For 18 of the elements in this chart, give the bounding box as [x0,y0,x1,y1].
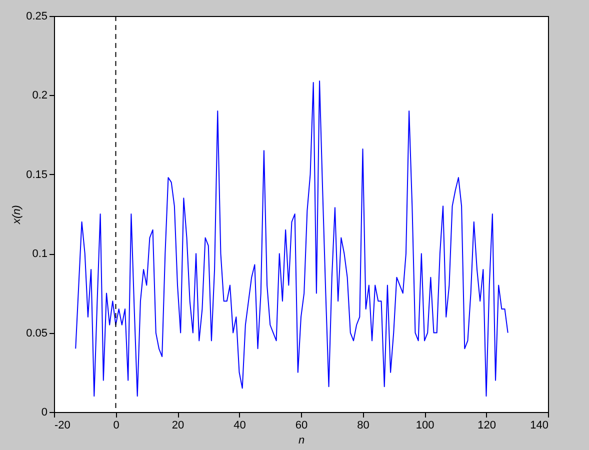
x-tick-label: 0 [113,420,120,432]
x-tick-label: 120 [478,420,496,432]
y-tick-label: 0.2 [32,90,48,102]
x-tick-label: -20 [54,420,70,432]
y-tick-label: 0.05 [26,327,48,340]
y-tick-label: 0.25 [26,10,48,22]
x-tick-label: 60 [295,420,308,432]
y-axis-title: x(n) [11,204,24,225]
y-tick-label: 0 [41,406,48,418]
y-tick-label: 0.1 [32,248,48,260]
line-series [75,80,508,397]
x-tick-label: 40 [234,420,246,432]
y-tick-label: 0.15 [26,168,48,181]
x-tick-label: 20 [172,420,184,432]
x-tick-label: 100 [416,420,434,432]
x-axis-title: n [298,434,305,446]
x-tick-label: 140 [530,420,548,432]
x-tick-label: 80 [357,420,370,432]
